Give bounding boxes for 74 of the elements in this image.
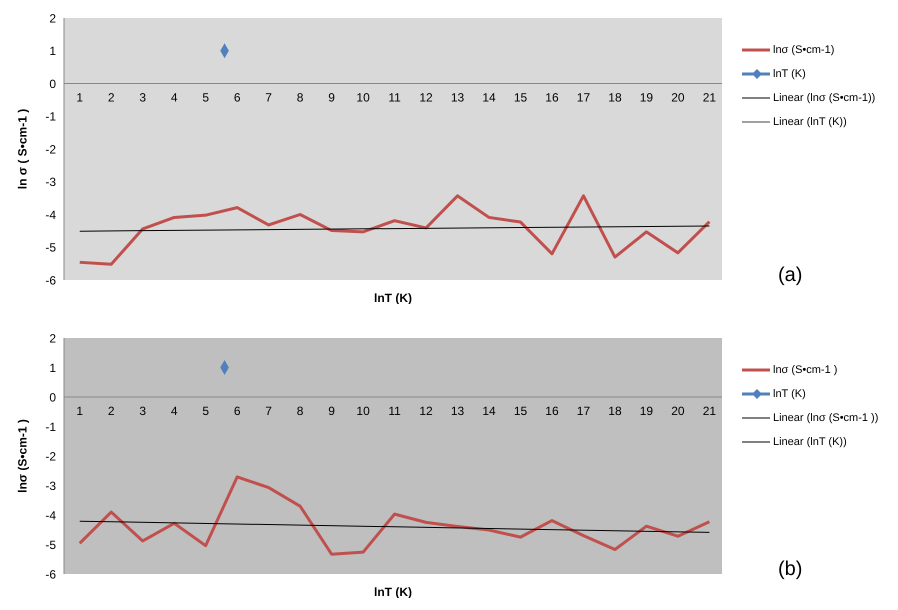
x-tick-label: 10	[356, 90, 370, 104]
x-tick-label: 2	[108, 90, 115, 104]
x-tick-label: 12	[419, 90, 434, 104]
x-tick-label: 10	[356, 404, 370, 418]
x-tick-label: 9	[328, 90, 336, 104]
x-tick-label: 15	[514, 90, 528, 104]
x-tick-label: 15	[514, 404, 528, 418]
x-tick-label: 13	[450, 404, 465, 418]
x-tick-label: 7	[265, 404, 272, 418]
x-tick-label: 8	[296, 90, 304, 104]
legend-label: Linear (lnσ (S•cm-1))	[773, 92, 876, 104]
legend-label: lnT (K)	[773, 388, 806, 400]
x-tick-label: 3	[139, 404, 146, 418]
x-tick-label: 16	[545, 404, 559, 418]
y-tick-label: -1	[45, 420, 56, 434]
x-tick-label: 17	[576, 404, 590, 418]
y-tick-label: -1	[45, 110, 56, 124]
y-axis-title: ln σ ( S•cm-1 )	[15, 108, 30, 190]
y-tick-label: 2	[49, 331, 56, 346]
x-tick-label: 3	[139, 90, 146, 104]
legend-label: Linear (lnT (K))	[773, 116, 847, 128]
x-tick-label: 6	[234, 90, 241, 104]
y-tick-label: 1	[49, 44, 56, 58]
x-tick-label: 6	[234, 404, 241, 418]
x-tick-label: 20	[671, 404, 685, 418]
y-tick-label: -2	[45, 449, 56, 464]
y-tick-label: -3	[45, 478, 56, 493]
x-tick-label: 20	[671, 90, 685, 104]
y-tick-label: -2	[45, 142, 56, 156]
legend-label: Linear (lnσ (S•cm-1 ))	[773, 412, 878, 424]
x-tick-label: 19	[640, 90, 654, 104]
y-tick-label: -4	[45, 508, 56, 522]
y-tick-label: 1	[49, 360, 56, 375]
x-tick-label: 12	[419, 404, 434, 418]
text: (b)	[778, 558, 802, 581]
x-tick-label: 1	[76, 90, 84, 104]
x-tick-label: 8	[296, 404, 304, 418]
legend-label: Linear (lnT (K))	[773, 436, 847, 448]
x-tick-label: 5	[202, 404, 210, 418]
x-tick-label: 1	[76, 404, 84, 418]
line-series	[78, 475, 711, 556]
x-tick-label: 11	[388, 90, 402, 104]
x-tick-label: 14	[482, 90, 496, 104]
y-tick-label: 0	[49, 390, 56, 404]
x-tick-label: 9	[328, 404, 336, 418]
y-tick-label: 0	[49, 76, 56, 91]
x-tick-label: 5	[202, 90, 210, 104]
y-axis-title: lnσ (S•cm-1 )	[15, 419, 30, 493]
x-tick-label: 11	[388, 404, 402, 418]
x-tick-label: 13	[450, 90, 465, 104]
y-tick-label: -6	[45, 567, 56, 582]
x-tick-label: 7	[265, 90, 272, 104]
y-tick-label: -4	[45, 208, 56, 222]
x-tick-label: 17	[576, 90, 590, 104]
legend-label: lnσ (S•cm-1 )	[773, 364, 838, 376]
y-tick-label: -5	[45, 538, 56, 552]
x-tick-label: 4	[170, 404, 178, 418]
x-tick-label: 18	[608, 90, 622, 104]
text: (a)	[778, 264, 802, 287]
x-tick-label: 21	[702, 404, 716, 418]
y-tick-label: -5	[45, 240, 56, 255]
x-tick-label: 16	[545, 90, 559, 104]
y-tick-label: -6	[45, 273, 56, 288]
x-tick-label: 14	[482, 404, 496, 418]
legend-label: lnσ (S•cm-1)	[773, 44, 834, 56]
x-tick-label: 18	[608, 404, 622, 418]
y-tick-label: -3	[45, 175, 56, 190]
x-tick-label: 4	[170, 90, 178, 104]
y-tick-label: 2	[49, 11, 56, 26]
x-tick-label: 21	[702, 90, 716, 104]
x-tick-label: 19	[640, 404, 654, 418]
line-series	[78, 194, 711, 266]
legend-label: lnT (K)	[773, 68, 806, 80]
x-tick-label: 2	[108, 404, 115, 418]
